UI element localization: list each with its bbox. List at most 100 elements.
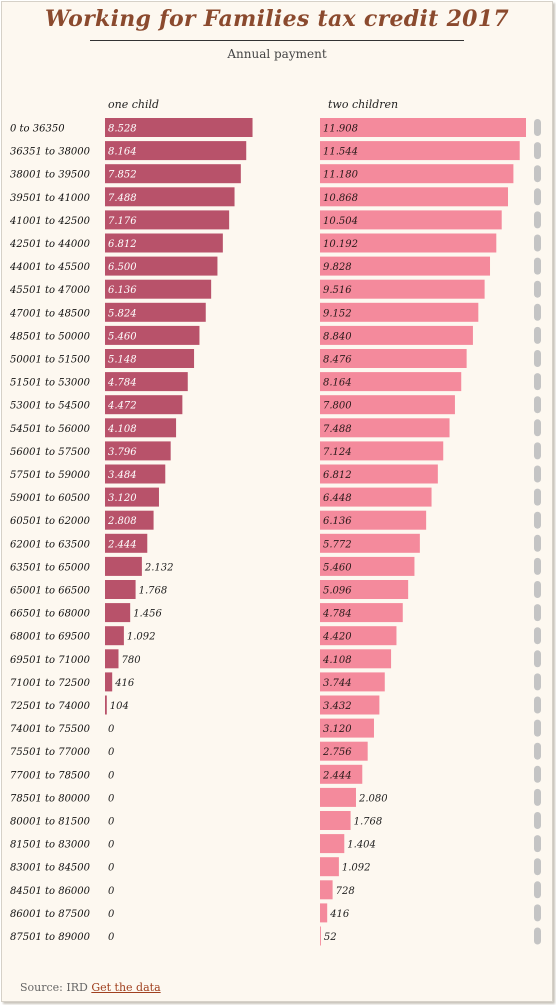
row-handle[interactable]	[534, 488, 541, 506]
row-handle[interactable]	[534, 280, 541, 298]
row-handle[interactable]	[534, 234, 541, 252]
bar-one-child[interactable]	[105, 372, 188, 392]
row-handle[interactable]	[534, 419, 541, 437]
row-handle[interactable]	[534, 142, 541, 160]
row-handle[interactable]	[534, 858, 541, 876]
row-handle[interactable]	[534, 257, 541, 275]
bar-two-children[interactable]	[320, 764, 363, 784]
bar-one-child[interactable]	[105, 164, 241, 184]
bar-one-child[interactable]	[105, 672, 113, 692]
bar-two-children[interactable]	[320, 349, 467, 368]
bar-one-child[interactable]	[105, 464, 166, 484]
row-handle[interactable]	[534, 835, 541, 853]
bar-two-children[interactable]	[320, 880, 333, 900]
row-handle[interactable]	[534, 534, 541, 552]
bar-one-child[interactable]	[105, 441, 171, 461]
row-handle[interactable]	[534, 396, 541, 414]
bar-two-children[interactable]	[320, 118, 526, 137]
bar-two-children[interactable]	[320, 441, 444, 461]
row-handle[interactable]	[534, 673, 541, 691]
bar-two-children[interactable]	[320, 811, 351, 830]
bar-one-child[interactable]	[105, 210, 230, 230]
bar-one-child[interactable]	[105, 233, 223, 253]
bar-one-child[interactable]	[105, 302, 206, 322]
bar-one-child[interactable]	[105, 141, 247, 161]
row-handle[interactable]	[534, 303, 541, 321]
row-handle[interactable]	[534, 696, 541, 714]
row-handle[interactable]	[534, 119, 541, 136]
bar-one-child[interactable]	[105, 256, 218, 276]
bar-two-children[interactable]	[320, 626, 397, 646]
bar-two-children[interactable]	[320, 418, 450, 438]
bar-one-child[interactable]	[105, 349, 195, 368]
row-handle[interactable]	[534, 442, 541, 460]
bar-two-children[interactable]	[320, 164, 514, 184]
row-handle[interactable]	[534, 326, 541, 344]
bar-two-children[interactable]	[320, 325, 473, 345]
row-handle[interactable]	[534, 373, 541, 391]
row-handle[interactable]	[534, 904, 541, 922]
row-handle[interactable]	[534, 511, 541, 529]
row-handle[interactable]	[534, 765, 541, 783]
row-handle[interactable]	[534, 557, 541, 575]
row-handle[interactable]	[534, 165, 541, 183]
bar-one-child[interactable]	[105, 649, 119, 669]
bar-two-children[interactable]	[320, 580, 409, 599]
bar-one-child[interactable]	[105, 418, 177, 438]
bar-one-child[interactable]	[105, 395, 183, 415]
bar-two-children[interactable]	[320, 857, 339, 877]
bar-two-children[interactable]	[320, 279, 485, 299]
bar-two-children[interactable]	[320, 603, 403, 623]
row-handle[interactable]	[534, 604, 541, 622]
row-handle[interactable]	[534, 788, 541, 806]
bar-two-children[interactable]	[320, 834, 345, 854]
bar-two-children[interactable]	[320, 302, 479, 322]
row-handle[interactable]	[534, 581, 541, 598]
bar-one-child[interactable]	[105, 510, 154, 530]
bar-two-children[interactable]	[320, 533, 420, 553]
bar-one-child[interactable]	[105, 187, 235, 207]
bar-two-children[interactable]	[320, 372, 462, 392]
bar-two-children[interactable]	[320, 395, 455, 415]
row-handle[interactable]	[534, 188, 541, 206]
row-handle[interactable]	[534, 465, 541, 483]
get-data-link[interactable]: Get the data	[91, 981, 161, 994]
bar-two-children[interactable]	[320, 926, 321, 946]
bar-one-child[interactable]	[105, 556, 142, 576]
row-handle[interactable]	[534, 742, 541, 760]
row-handle[interactable]	[534, 881, 541, 899]
bar-one-child[interactable]	[105, 580, 136, 599]
row-handle[interactable]	[534, 211, 541, 229]
bar-two-children[interactable]	[320, 903, 328, 923]
bar-two-children[interactable]	[320, 556, 415, 576]
bar-two-children[interactable]	[320, 464, 438, 484]
bar-one-child[interactable]	[105, 533, 148, 553]
bar-one-child[interactable]	[105, 695, 107, 715]
bar-one-child[interactable]	[105, 626, 124, 646]
bar-two-children[interactable]	[320, 695, 380, 715]
row-handle[interactable]	[534, 650, 541, 668]
bar-two-children[interactable]	[320, 510, 427, 530]
bar-two-children[interactable]	[320, 741, 368, 761]
row-handle[interactable]	[534, 719, 541, 737]
bar-two-children[interactable]	[320, 233, 497, 253]
bar-two-children[interactable]	[320, 256, 491, 276]
row-handle[interactable]	[534, 927, 541, 945]
value-label-one-child: 3.120	[108, 493, 137, 504]
bar-two-children[interactable]	[320, 787, 356, 807]
row-handle[interactable]	[534, 812, 541, 829]
bar-two-children[interactable]	[320, 210, 502, 230]
bar-one-child[interactable]	[105, 279, 212, 299]
bar-two-children[interactable]	[320, 141, 520, 161]
bar-one-child[interactable]	[105, 118, 253, 137]
bar-two-children[interactable]	[320, 649, 392, 669]
bar-two-children[interactable]	[320, 487, 432, 507]
row-handle[interactable]	[534, 627, 541, 645]
bar-two-children[interactable]	[320, 672, 385, 692]
row-handle[interactable]	[534, 350, 541, 367]
bar-two-children[interactable]	[320, 187, 509, 207]
bar-two-children[interactable]	[320, 718, 374, 738]
bar-one-child[interactable]	[105, 603, 131, 623]
bar-one-child[interactable]	[105, 325, 200, 345]
bar-one-child[interactable]	[105, 487, 159, 507]
